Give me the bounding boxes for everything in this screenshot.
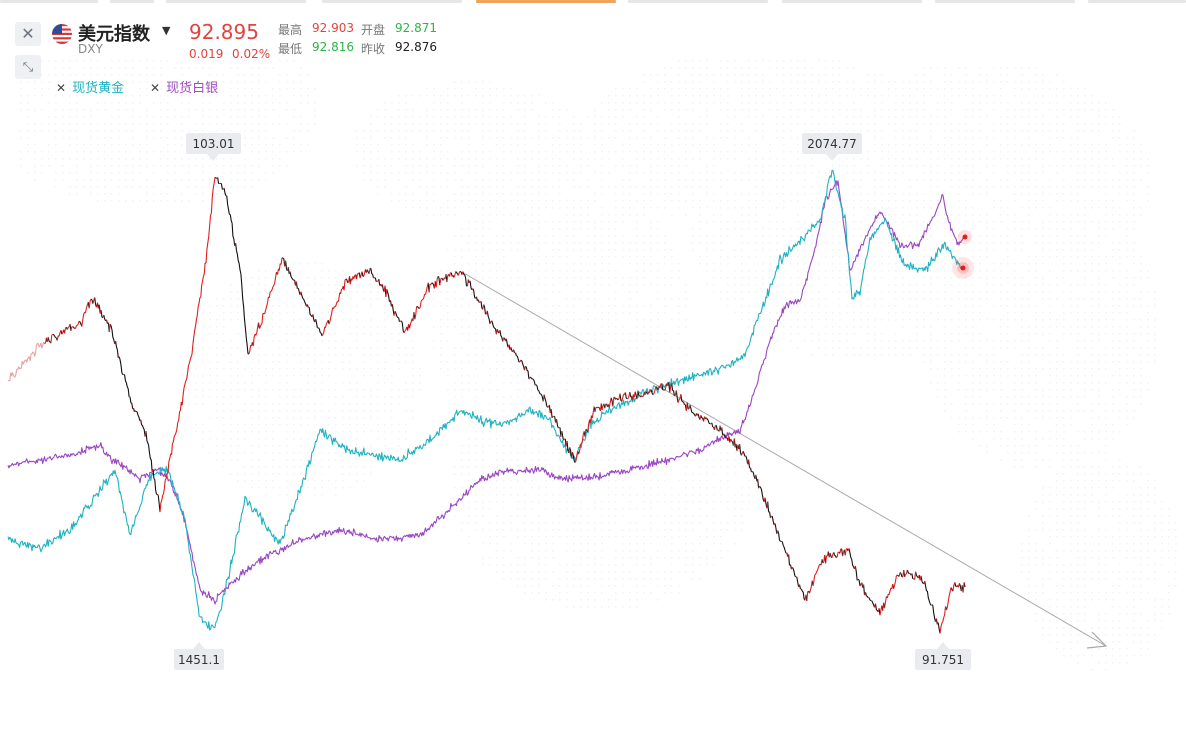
callout-gold-low-text: 1451.1 [178, 653, 220, 667]
callout-gold-high: 2074.77 [802, 133, 862, 161]
series-dxy [8, 176, 966, 634]
legend-item-silver[interactable]: ✕ 现货白银 [150, 77, 218, 96]
quote-header: ✕ ⤡ 美元指数 ▼ DXY 92.895 0.019 0.02% 最高 92.… [0, 8, 1186, 79]
price-change: 0.019 [189, 47, 224, 61]
callout-gold-high-text: 2074.77 [807, 137, 857, 151]
top-tab[interactable] [0, 0, 98, 3]
symbol-name[interactable]: 美元指数 [78, 24, 150, 45]
series-silver [7, 180, 966, 605]
us-flag-icon [52, 24, 72, 44]
dxy-falling-segments [45, 176, 966, 634]
low-label: 最低 [278, 42, 303, 56]
callout-dxy-high-text: 103.01 [193, 137, 235, 151]
last-price: 92.895 [189, 20, 259, 44]
prev-close-label: 昨收 [361, 42, 386, 56]
callout-dxy-high: 103.01 [186, 133, 241, 161]
trend-line [461, 271, 1107, 647]
price-change-pct: 0.02% [232, 47, 271, 61]
top-tab[interactable] [628, 0, 768, 3]
open-value: 92.871 [395, 21, 437, 35]
symbol-code: DXY [78, 42, 103, 56]
top-tab[interactable] [1088, 0, 1186, 3]
low-value: 92.816 [312, 40, 354, 54]
collapse-icon[interactable]: ⤡ [15, 55, 41, 79]
top-tab[interactable] [166, 0, 306, 3]
silver-line [7, 180, 966, 605]
gold-line [7, 169, 963, 631]
top-tab[interactable] [322, 0, 462, 3]
callout-dxy-low-text: 91.751 [922, 653, 964, 667]
top-tab-strip [0, 0, 1186, 4]
dxy-faded-start [8, 341, 45, 382]
legend-label-gold: 现货黄金 [72, 81, 125, 96]
top-tab-active[interactable] [476, 0, 616, 3]
remove-series-icon[interactable]: ✕ [150, 81, 161, 95]
remove-series-icon[interactable]: ✕ [56, 81, 67, 95]
trend-arrowhead [1086, 631, 1108, 649]
legend-label-silver: 现货白银 [166, 81, 219, 96]
open-label: 开盘 [361, 23, 386, 37]
top-tab[interactable] [935, 0, 1075, 3]
high-label: 最高 [278, 23, 303, 37]
legend-item-gold[interactable]: ✕ 现货黄金 [56, 77, 124, 96]
chevron-down-icon[interactable]: ▼ [162, 24, 171, 37]
top-tab[interactable] [110, 0, 154, 3]
high-value: 92.903 [312, 21, 354, 35]
series-gold [7, 169, 963, 631]
prev-close-value: 92.876 [395, 40, 437, 54]
callout-gold-low: 1451.1 [174, 642, 224, 670]
callout-dxy-low: 91.751 [915, 642, 971, 670]
dxy-rising-segments [44, 177, 965, 634]
end-marker-dxy [958, 230, 972, 244]
close-icon[interactable]: ✕ [15, 22, 41, 46]
top-tab[interactable] [782, 0, 922, 3]
end-marker-gold [952, 257, 974, 279]
